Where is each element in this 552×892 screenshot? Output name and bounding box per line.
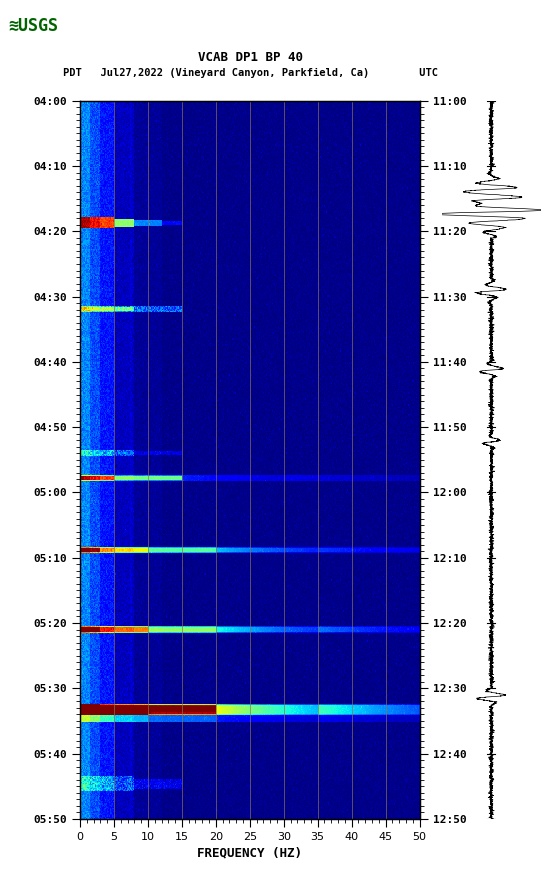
Text: PDT   Jul27,2022 (Vineyard Canyon, Parkfield, Ca)        UTC: PDT Jul27,2022 (Vineyard Canyon, Parkfie… (62, 69, 438, 78)
Text: VCAB DP1 BP 40: VCAB DP1 BP 40 (198, 51, 302, 64)
Text: ≋USGS: ≋USGS (8, 17, 59, 35)
X-axis label: FREQUENCY (HZ): FREQUENCY (HZ) (197, 847, 302, 859)
